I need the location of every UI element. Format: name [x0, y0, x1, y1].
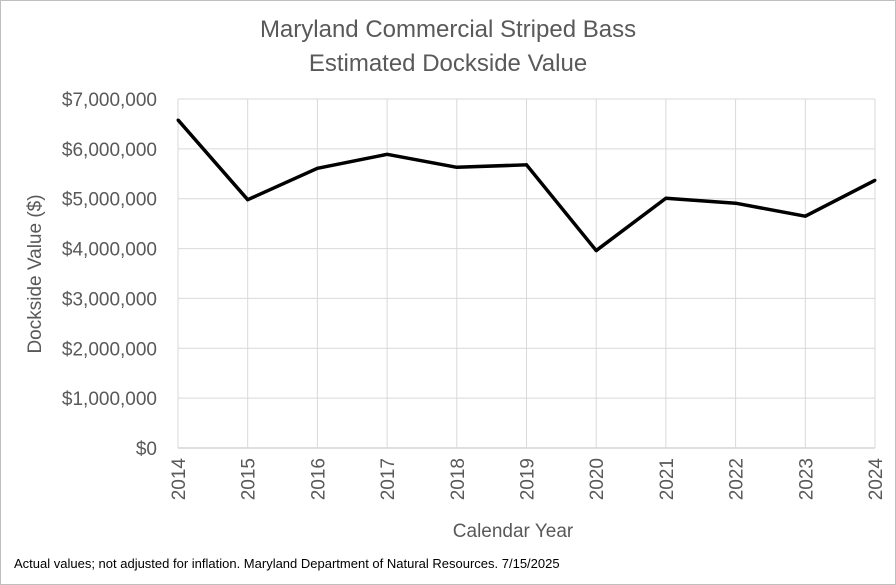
- x-axis: 2014 2015 2016 2017 2018 2019 2020 2021 2022 2023…: [169, 99, 887, 500]
- x-tick-label: 2018: [448, 458, 469, 500]
- y-axis-ticks: $0 $1,000,000 $2,000,000 $3,000,000 $4,000,0…: [62, 90, 157, 460]
- y-tick-label: $6,000,000: [62, 140, 157, 161]
- y-axis-label: Dockside Value ($): [25, 194, 46, 353]
- x-tick-label: 2022: [727, 458, 748, 500]
- x-tick-label: 2024: [866, 458, 887, 501]
- y-tick-label: $0: [136, 439, 157, 460]
- y-tick-label: $3,000,000: [62, 289, 157, 310]
- chart-subtitle: Estimated Dockside Value: [308, 50, 588, 77]
- data-point: [664, 196, 668, 200]
- data-point: [315, 166, 319, 170]
- y-tick-label: $4,000,000: [62, 240, 157, 261]
- series-group: [176, 118, 877, 253]
- data-point: [873, 178, 877, 182]
- data-point: [246, 198, 250, 202]
- x-tick-label: 2014: [169, 458, 190, 501]
- x-tick-label: 2021: [657, 458, 678, 500]
- data-point: [455, 165, 459, 169]
- data-point: [734, 201, 738, 205]
- data-point: [594, 249, 598, 253]
- x-tick-label: 2017: [378, 458, 399, 500]
- data-point: [803, 214, 807, 218]
- y-tick-label: $1,000,000: [62, 389, 157, 410]
- x-tick-label: 2015: [239, 458, 260, 500]
- data-point: [525, 163, 528, 167]
- chart-title: Maryland Commercial Striped Bass: [259, 16, 637, 43]
- footnote: Actual values; not adjusted for inflatio…: [14, 556, 560, 571]
- x-tick-label: 2016: [308, 458, 329, 500]
- x-tick-label: 2020: [587, 458, 608, 500]
- y-tick-label: $5,000,000: [62, 190, 157, 211]
- y-tick-label: $2,000,000: [62, 339, 157, 360]
- data-point: [385, 152, 389, 156]
- y-tick-label: $7,000,000: [62, 90, 157, 111]
- x-tick-label: 2023: [796, 458, 817, 500]
- x-tick-label: 2019: [518, 458, 539, 500]
- data-point: [176, 118, 180, 122]
- x-axis-label: Calendar Year: [453, 521, 574, 542]
